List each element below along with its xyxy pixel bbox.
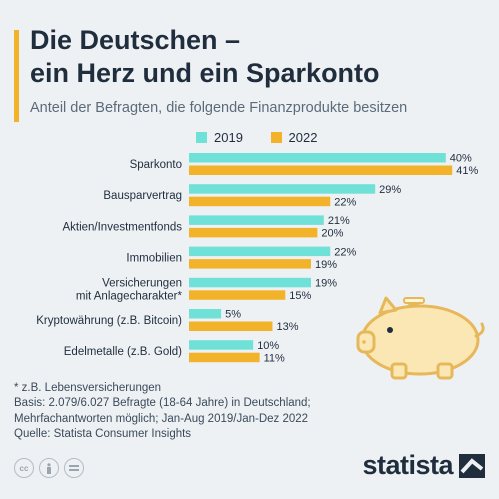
value-label: 20% xyxy=(321,228,343,240)
bar-2022 xyxy=(189,227,318,238)
value-label: 19% xyxy=(315,259,337,271)
bar-2022 xyxy=(189,196,331,207)
no-derivatives-icon[interactable] xyxy=(64,458,84,478)
bar-2019 xyxy=(189,309,222,319)
attribution-icon[interactable] xyxy=(39,458,59,478)
bar-2019 xyxy=(189,215,324,225)
bar-2019 xyxy=(189,246,331,257)
value-label: 40% xyxy=(450,153,472,165)
legend-swatch-2022 xyxy=(270,132,282,143)
bar-2022 xyxy=(189,259,311,269)
legend-label-2019: 2019 xyxy=(214,130,243,145)
source-note: Quelle: Statista Consumer Insights xyxy=(14,427,192,440)
category-label: Sparkonto xyxy=(130,159,182,171)
bar-2019 xyxy=(189,277,311,288)
value-label: 19% xyxy=(315,278,337,290)
legend-item-2019: 2019 xyxy=(196,130,243,145)
category-label: Immobilien xyxy=(126,253,182,265)
statista-logo-icon xyxy=(459,453,485,478)
value-label: 10% xyxy=(257,340,279,352)
subtitle: Anteil der Befragten, die folgende Finan… xyxy=(30,100,408,116)
category-label: Kryptowährung (z.B. Bitcoin) xyxy=(36,315,182,327)
footnotes: * z.B. Lebensversicherungen Basis: 2.079… xyxy=(14,381,311,442)
category-label: mit Anlagecharakter* xyxy=(76,290,183,302)
bar-2022 xyxy=(189,290,286,300)
category-label: Edelmetalle (z.B. Gold) xyxy=(64,346,182,358)
value-label: 22% xyxy=(334,246,356,258)
legend-swatch-2019 xyxy=(196,132,207,143)
bar-2022 xyxy=(189,321,273,331)
legend-item-2022: 2022 xyxy=(270,130,318,145)
statista-logo[interactable]: statista xyxy=(362,450,485,481)
value-label: 29% xyxy=(379,184,401,196)
value-label: 41% xyxy=(456,165,478,177)
bar-2022 xyxy=(189,352,260,363)
legend: 2019 2022 xyxy=(196,130,341,146)
license-icons: cc xyxy=(14,458,84,478)
title-line-1: Die Deutschen – xyxy=(30,25,241,55)
value-label: 21% xyxy=(328,215,350,227)
category-label: Bausparvertrag xyxy=(103,190,182,202)
cc-icon[interactable]: cc xyxy=(14,458,34,478)
bar-2019 xyxy=(189,340,254,350)
page-title: Die Deutschen – ein Herz und ein Sparkon… xyxy=(30,24,490,90)
footnote-2: Basis: 2.079/6.027 Befragte (18-64 Jahre… xyxy=(14,397,311,410)
footnote-3: Mehrfachantworten möglich; Jan-Aug 2019/… xyxy=(14,412,309,425)
value-label: 5% xyxy=(225,309,241,321)
footnote-1: * z.B. Lebensversicherungen xyxy=(14,382,162,394)
value-label: 22% xyxy=(334,196,356,208)
category-label: Versicherungen xyxy=(102,277,182,289)
piggy-bank-illustration xyxy=(352,280,492,385)
value-label: 11% xyxy=(264,352,285,364)
legend-label-2022: 2022 xyxy=(288,130,318,145)
category-label: Aktien/Investmentfonds xyxy=(62,221,182,233)
bar-2019 xyxy=(189,184,376,194)
title-line-2: ein Herz und ein Sparkonto xyxy=(30,58,380,88)
bar-2019 xyxy=(189,153,446,163)
brand-name: statista xyxy=(362,450,453,480)
value-label: 13% xyxy=(276,321,298,333)
bar-2022 xyxy=(189,165,453,175)
title-accent-bar xyxy=(14,30,19,122)
value-label: 15% xyxy=(289,290,311,302)
